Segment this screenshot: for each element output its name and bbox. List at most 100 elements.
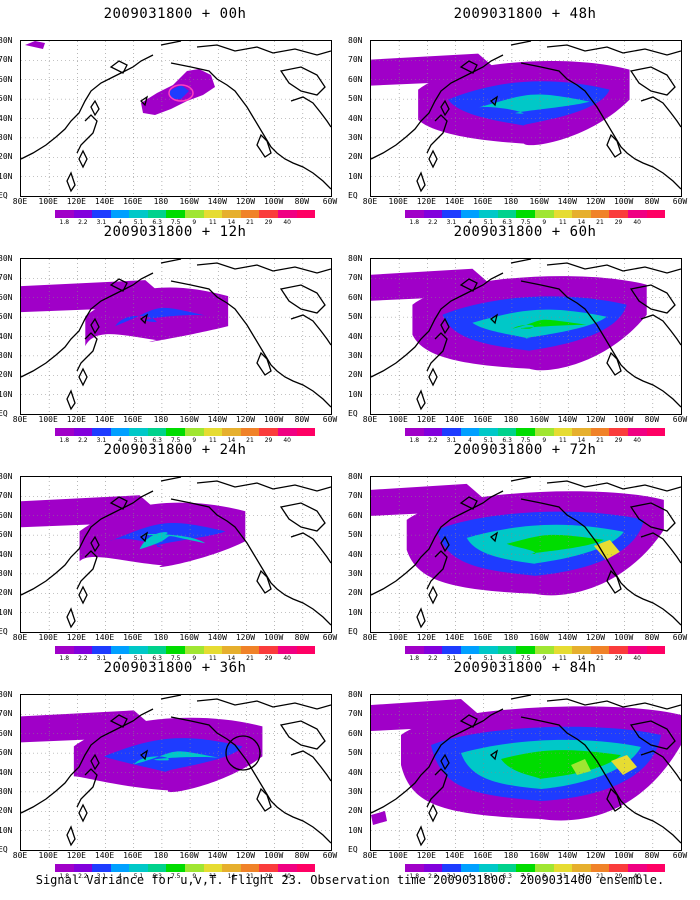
latitude-label: 20N [0,152,13,162]
panel-title: 2009031800 + 00h [103,6,247,22]
longitude-label: 160E [473,633,493,642]
coastline [489,531,499,543]
colorbar-swatch [572,210,591,218]
coastline [520,716,681,844]
longitude-label: 140W [557,633,577,642]
colorbar-swatch [535,428,554,436]
colorbar-tick-label: 5.1 [483,437,494,444]
colorbar-swatch [129,210,148,218]
colorbar-swatch [516,428,536,436]
variance-map [371,259,681,414]
colorbar [55,210,316,218]
longitude-label: 60W [672,197,688,206]
colorbar-labels: 1.8 2.2 3.1 4 5.1 6.3 7.5 9 11 14 21 29 40 [55,219,315,227]
colorbar-tick-label: 5.1 [483,655,494,662]
latitude-label: 20N [348,588,363,598]
colorbar-swatch [259,428,278,436]
colorbar-tick-label: 2.2 [78,873,88,880]
colorbar-swatch [627,646,647,654]
latitude-label: 80N [0,472,13,481]
colorbar [405,210,666,218]
colorbar-swatch [646,864,666,872]
latitude-label: EQ [348,627,358,636]
colorbar-tick-label: 4 [118,219,122,226]
colorbar-tick-label: 4 [468,873,472,880]
coastline [489,313,499,325]
map-panel: 2009031800 + 48h 80N 70N 60N 50N 40N 30N 20N 10N… [348,0,700,226]
longitude-label: 120E [416,633,436,642]
colorbar-tick-label: 6.3 [152,873,162,880]
longitude-label: 60W [322,633,338,642]
colorbar-swatch [535,210,554,218]
coastline [170,716,331,844]
panel-title: 2009031800 + 48h [453,6,597,22]
longitude-label: 100W [613,197,634,206]
longitude-label: 100E [38,633,58,642]
coastline [640,532,681,564]
colorbar-swatch [110,646,130,654]
longitude-label: 140W [557,197,577,206]
colorbar-tick-label: 14 [227,219,236,226]
map-panel: 2009031800 + 24h 80N 70N 60N 50N 40N 30N 20N 10N… [0,436,350,662]
colorbar-tick-label: 4 [468,219,472,226]
colorbar-swatch [442,210,461,218]
latitude-label: 50N [0,530,13,540]
colorbar-labels: 1.8 2.2 3.1 4 5.1 6.3 7.5 9 11 14 21 29 40 [405,655,665,663]
variance-map [371,477,681,632]
colorbar-swatch [73,864,93,872]
latitude-label: EQ [0,409,8,418]
longitude-label: 180 [503,633,519,642]
colorbar-swatch [296,646,316,654]
coastline [78,367,88,387]
variance-map [21,41,331,196]
colorbar-tick-label: 7.5 [520,873,531,880]
longitude-label: 160W [529,415,549,424]
latitude-label: 50N [0,748,13,758]
colorbar-swatch [590,210,610,218]
colorbar-swatch [129,428,148,436]
coastline [416,825,426,847]
latitude-label: EQ [0,627,8,636]
coastline [160,477,331,492]
latitude-label: 50N [348,530,363,540]
longitude-label: 120E [66,633,86,642]
longitude-label: 160W [179,415,199,424]
colorbar-swatch [92,210,111,218]
colorbar-tick-label: 40 [633,219,641,226]
longitude-label: 180 [153,633,169,642]
colorbar-swatch [609,210,628,218]
coastline [256,351,272,376]
coastline [139,95,149,107]
coastline [90,535,100,553]
coastline [510,695,681,710]
longitude-label: 140E [444,197,465,206]
colorbar-swatch [55,428,74,436]
colorbar-swatch [259,210,278,218]
latitude-label: 60N [0,74,13,84]
coastline [256,133,272,158]
colorbar-swatch [516,864,536,872]
map-panel: 2009031800 + 12h 80N 70N 60N 50N 40N 30N 20N 10N… [0,218,350,444]
colorbar-swatch [479,428,498,436]
colorbar-swatch [259,646,278,654]
longitude-label: 80E [12,851,28,860]
colorbar-swatch [222,646,241,654]
colorbar-swatch [497,864,517,872]
latitude-label: 60N [348,292,363,302]
colorbar-swatch [442,864,461,872]
colorbar-tick-label: 1.8 [409,655,420,662]
colorbar-tick-label: 6.3 [502,655,512,662]
coastline [459,60,478,74]
longitude-label: 100E [388,415,408,424]
latitude-label: 20N [0,370,13,380]
coastline [428,585,438,605]
latitude-label: 30N [0,786,13,796]
latitude-label: 70N [0,55,13,65]
colorbar-swatch [405,646,424,654]
longitude-label: 140W [557,851,577,860]
map-plot-area [370,476,682,633]
variance-contour [571,759,591,775]
coastline [160,259,331,274]
latitude-label: 40N [348,113,363,123]
colorbar-tick-label: 1.8 [59,873,70,880]
